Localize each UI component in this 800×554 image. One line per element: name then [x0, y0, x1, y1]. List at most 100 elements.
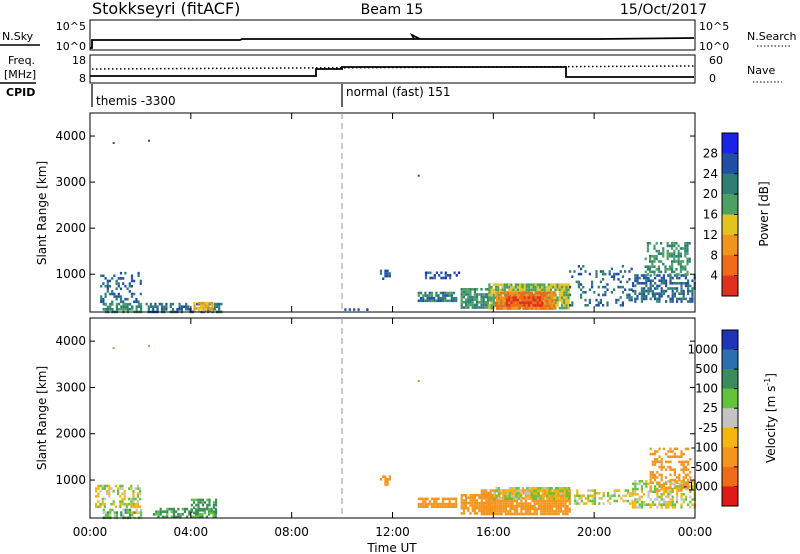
velocity-cell [687, 478, 690, 482]
velocity-cell [123, 492, 126, 496]
velocity-cell [476, 504, 479, 507]
velocity-cell [197, 506, 200, 509]
velocity-cell [656, 493, 659, 496]
velocity-cell [132, 497, 135, 501]
power-cell [135, 308, 138, 311]
power-cell [588, 272, 591, 276]
power-cell [580, 283, 583, 286]
velocity-cell [419, 502, 423, 506]
x-tick-label: 08:00 [274, 525, 309, 539]
velocity-cell [386, 483, 389, 486]
power-cell [211, 301, 214, 305]
velocity-cell [510, 497, 514, 500]
velocity-cell [634, 506, 637, 509]
velocity-cell [106, 484, 109, 488]
velocity-cell [134, 497, 137, 501]
power-cell [480, 301, 483, 304]
power-cell [544, 296, 547, 300]
power-cell [673, 292, 676, 295]
power-cell [462, 288, 465, 291]
power-cell [204, 301, 207, 305]
velocity-cell [541, 489, 544, 493]
velocity-cell [513, 504, 516, 508]
velocity-cell [190, 498, 193, 502]
velocity-cell [215, 501, 218, 504]
power-cell [686, 244, 689, 248]
power-cell [533, 307, 536, 310]
velocity-cell [553, 504, 556, 508]
velocity-cell [548, 512, 552, 516]
velocity-cell [669, 447, 672, 451]
velocity-cell [424, 505, 427, 508]
velocity-cell [548, 487, 551, 490]
velocity-cell [428, 500, 431, 503]
power-cell [675, 242, 678, 245]
power-cell [204, 307, 207, 310]
power-cell [492, 288, 495, 292]
power-cell [666, 249, 669, 253]
power-cell [503, 286, 506, 289]
power-cell [571, 304, 574, 307]
velocity-cell [565, 489, 569, 493]
velocity-cell [557, 497, 560, 500]
velocity-cell [574, 494, 577, 498]
velocity-cell [496, 510, 499, 513]
velocity-cell [682, 476, 685, 479]
power-cell [658, 279, 661, 282]
velocity-cell [636, 482, 639, 486]
velocity-cell [109, 508, 112, 512]
power-cell [500, 294, 503, 297]
velocity-cell [555, 499, 558, 503]
power-cell [527, 283, 531, 286]
velocity-cell [130, 487, 133, 490]
power-cell [552, 296, 555, 299]
velocity-cell [465, 504, 468, 507]
power-cell [532, 296, 535, 299]
power-cell [660, 276, 663, 280]
velocity-cell [638, 480, 641, 483]
velocity-cell [177, 513, 180, 516]
power-cell [118, 308, 121, 311]
power-cell [137, 300, 140, 304]
velocity-cell [117, 492, 120, 496]
power-cell [654, 295, 657, 298]
velocity-cell [540, 507, 543, 511]
power-cell [506, 291, 510, 295]
x-tick-label: 20:00 [577, 525, 612, 539]
power-cell [550, 296, 554, 300]
power-cell [536, 288, 539, 292]
power-cell [595, 304, 598, 307]
power-cell [471, 298, 474, 301]
power-cell [441, 299, 445, 303]
velocity-cell [537, 489, 540, 493]
power-cell [654, 297, 657, 301]
velocity-cell [591, 497, 594, 500]
power-cell [441, 291, 445, 295]
velocity-cell [680, 463, 683, 466]
velocity-cell [513, 510, 516, 513]
power-cell [430, 291, 434, 295]
power-cell [211, 309, 214, 313]
velocity-cell [555, 504, 558, 508]
velocity-cell [424, 497, 427, 501]
velocity-cell [526, 504, 530, 508]
power-cell [115, 297, 118, 301]
velocity-cell [157, 513, 160, 516]
power-cell [139, 282, 142, 285]
power-cell [671, 247, 674, 250]
power-cell [666, 252, 669, 255]
power-cell [208, 307, 211, 310]
velocity-cell [493, 502, 497, 505]
velocity-cell [555, 507, 558, 511]
velocity-cell [520, 510, 523, 513]
power-cell [197, 307, 200, 310]
isolated-point [147, 139, 150, 142]
power-cell [111, 290, 114, 293]
power-cell [535, 291, 538, 295]
velocity-cell [542, 504, 545, 508]
velocity-cell [529, 507, 532, 511]
velocity-cell [665, 489, 668, 492]
power-cell [687, 284, 690, 288]
power-cell [508, 298, 511, 302]
velocity-cell [179, 513, 182, 516]
